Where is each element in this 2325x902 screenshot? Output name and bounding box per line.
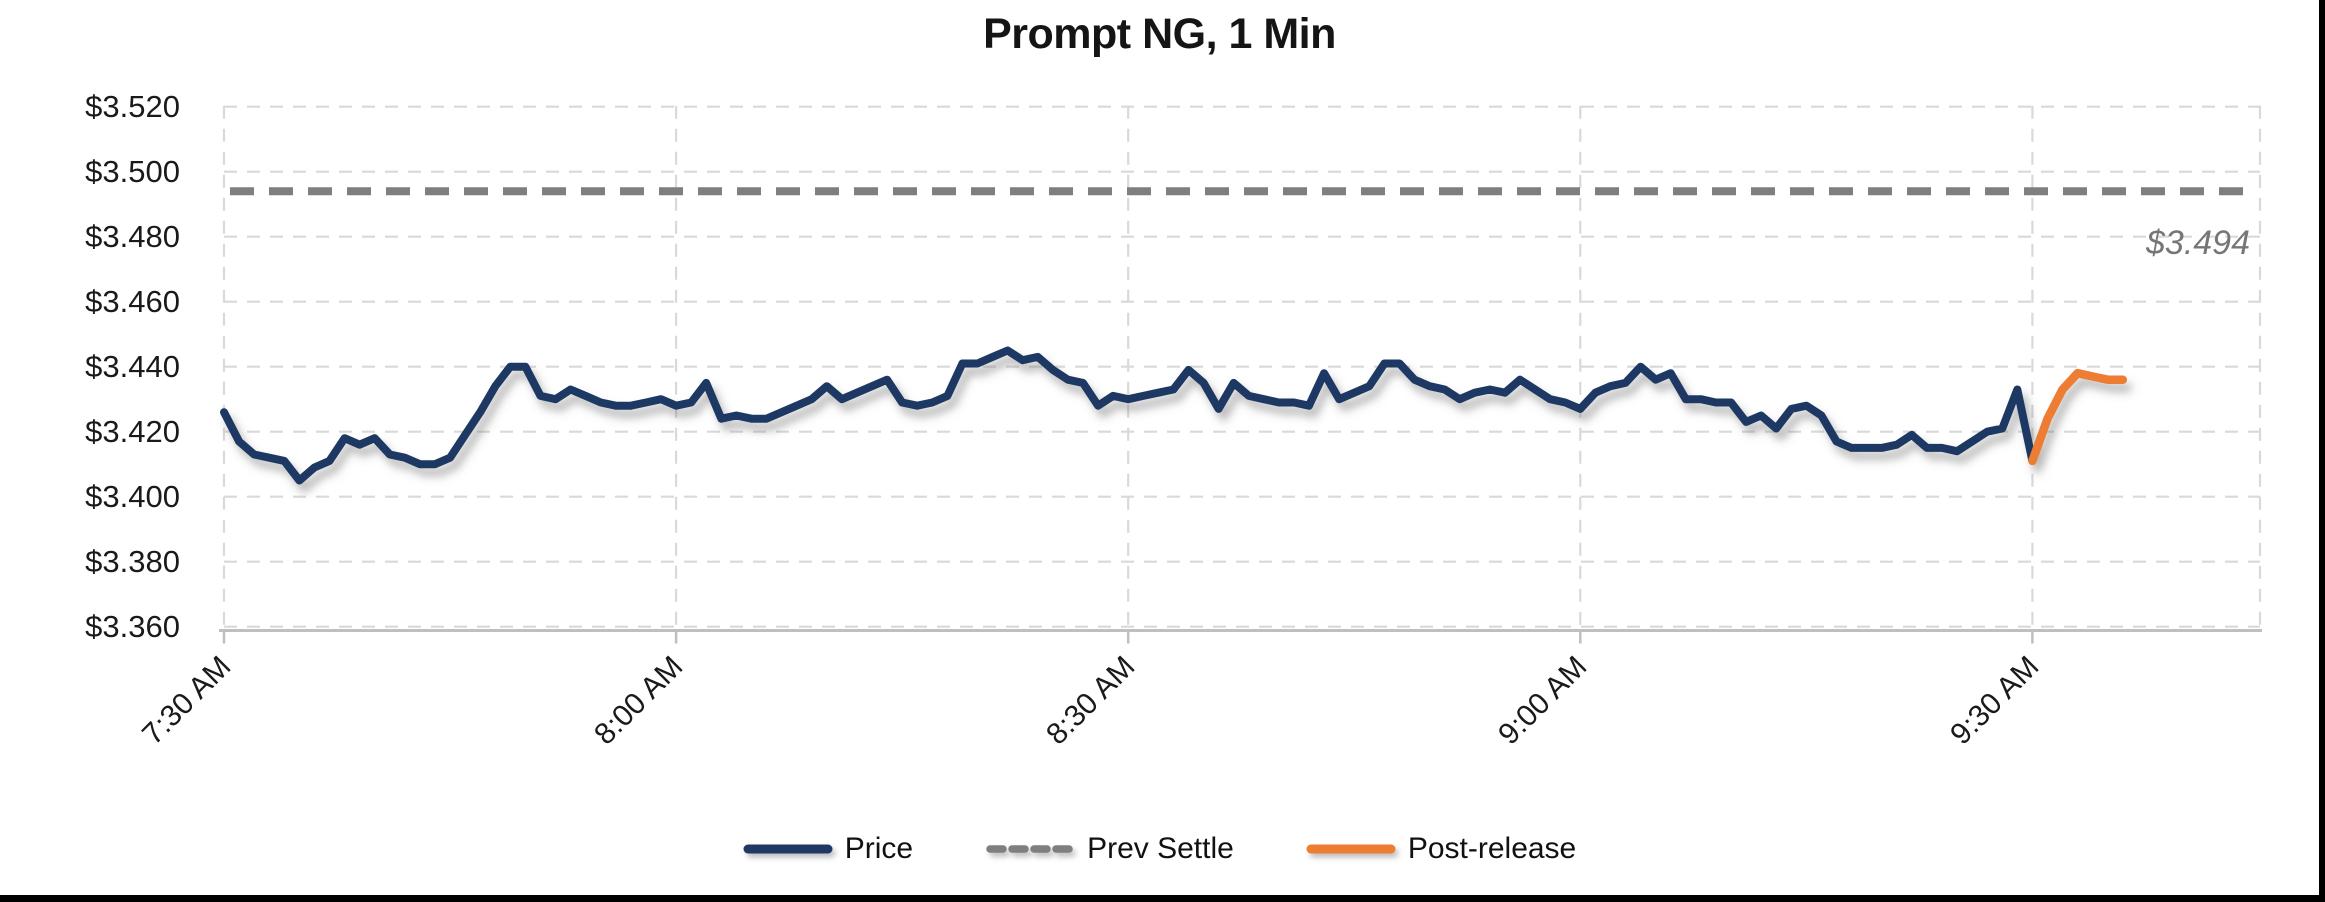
post-release-line (2028, 368, 2128, 466)
horizontal-gridlines (224, 105, 2260, 628)
legend-swatch-dashed (986, 845, 1074, 853)
y-tick-label: $3.440 (85, 348, 180, 384)
y-tick-label: $3.400 (85, 478, 180, 514)
y-tick-label: $3.360 (85, 608, 180, 644)
x-axis-line (219, 629, 2262, 644)
y-tick-label: $3.520 (85, 88, 180, 124)
legend-swatch-solid (1306, 844, 1396, 854)
legend-item-prev-settle: Prev Settle (985, 832, 1234, 866)
legend-label: Post-release (1407, 832, 1577, 865)
legend-item-post-release: Post-release (1306, 832, 1576, 866)
legend-item-price: Price (743, 832, 913, 866)
chart-title: Prompt NG, 1 Min (983, 10, 1336, 58)
price-series-lines (220, 346, 2128, 485)
y-tick-label: $3.460 (85, 283, 180, 319)
legend-swatch-solid (743, 844, 833, 854)
vertical-gridlines (222, 105, 2262, 629)
y-tick-label: $3.500 (85, 153, 180, 189)
price-line (220, 346, 2037, 485)
y-tick-label: $3.480 (85, 218, 180, 254)
legend-label: Prev Settle (1087, 832, 1234, 865)
legend-label: Price (844, 832, 914, 865)
y-tick-label: $3.420 (85, 413, 180, 449)
legend: Price Prev Settle Post-release (0, 832, 2319, 866)
y-tick-label: $3.380 (85, 543, 180, 579)
prev-settle-value-label: $3.494 (2146, 224, 2250, 262)
